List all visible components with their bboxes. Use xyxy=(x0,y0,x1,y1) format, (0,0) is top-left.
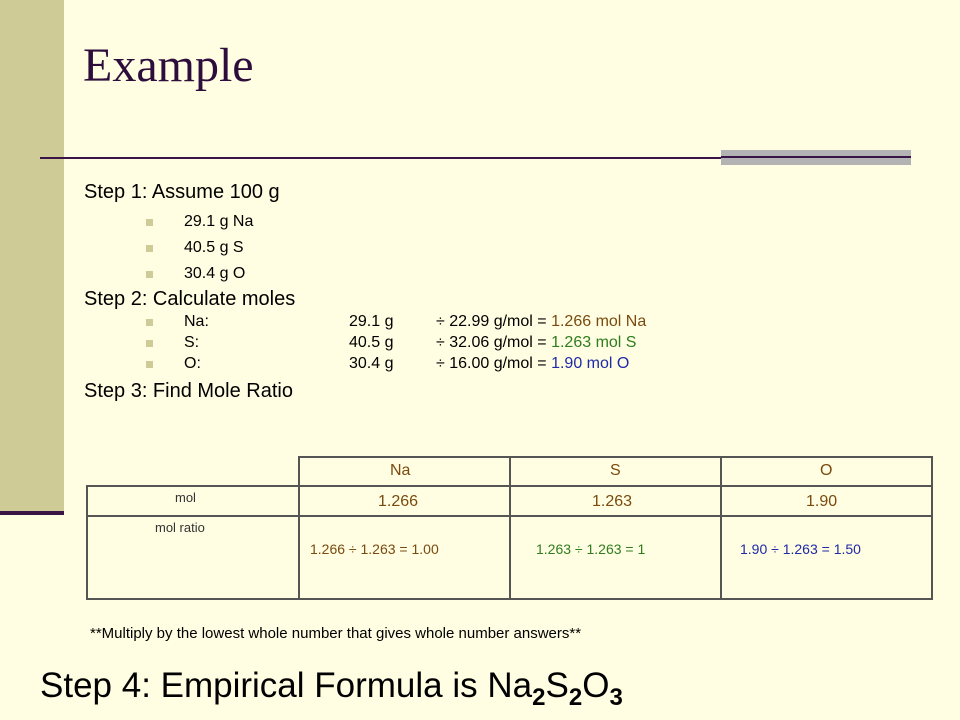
mass-value: 30.4 g xyxy=(349,355,394,372)
mol-value-s: 1.263 xyxy=(592,493,633,510)
formula-symbol-s: S xyxy=(545,666,569,705)
step4-prefix: Step 4: Empirical Formula is xyxy=(40,666,488,705)
mole-result: 1.90 mol O xyxy=(551,355,630,372)
mole-result: 1.266 mol Na xyxy=(551,313,647,330)
formula-subscript-na: 2 xyxy=(532,684,546,711)
mass-value: 40.5 g xyxy=(349,334,394,351)
title-accent-line xyxy=(721,156,911,158)
formula-symbol-na: Na xyxy=(487,666,533,705)
step1-heading: Step 1: Assume 100 g xyxy=(84,181,280,203)
bullet-square-icon xyxy=(146,271,153,278)
mole-result: 1.263 mol S xyxy=(551,334,637,351)
title-underline xyxy=(40,157,910,159)
calc-expression: ÷ 16.00 g/mol = 1.90 mol O xyxy=(436,356,629,372)
bullet-square-icon xyxy=(146,340,153,347)
table-line-col3 xyxy=(720,456,722,600)
step1-item-text: 40.5 g S xyxy=(184,239,244,256)
step2-heading: Step 2: Calculate moles xyxy=(84,288,296,310)
mol-value-o: 1.90 xyxy=(806,493,838,510)
page-title: Example xyxy=(83,39,254,92)
mass-value: 29.1 g xyxy=(349,313,394,330)
step1-item-text: 29.1 g Na xyxy=(184,213,254,230)
calc-text: ÷ 22.99 g/mol = xyxy=(436,313,552,330)
formula-symbol-o: O xyxy=(582,666,610,705)
table-header-na: Na xyxy=(390,462,411,479)
table-line-right xyxy=(931,456,933,600)
calc-text: ÷ 16.00 g/mol = xyxy=(436,355,552,372)
table-header-o: O xyxy=(820,462,833,479)
ratio-value-o: 1.90 ÷ 1.263 = 1.50 xyxy=(740,541,861,557)
side-decoration-bar xyxy=(0,0,64,512)
mol-value-na: 1.266 xyxy=(378,493,419,510)
step3-heading: Step 3: Find Mole Ratio xyxy=(84,380,293,402)
table-header-s: S xyxy=(610,462,621,479)
element-label: O: xyxy=(184,355,201,372)
element-label: Na: xyxy=(184,313,209,330)
formula-subscript-s: 2 xyxy=(568,684,583,711)
formula-subscript-o: 3 xyxy=(609,684,623,711)
step1-item-text: 30.4 g O xyxy=(184,265,246,282)
table-line-top xyxy=(298,456,933,458)
bullet-square-icon xyxy=(146,219,153,226)
table-line-col2 xyxy=(509,456,511,600)
calc-text: ÷ 32.06 g/mol = xyxy=(436,334,552,351)
step4-empirical-formula: Step 4: Empirical Formula is Na2S2O3 xyxy=(40,668,623,710)
ratio-value-na: 1.266 ÷ 1.263 = 1.00 xyxy=(310,541,439,557)
table-line-left xyxy=(86,485,88,600)
row-label-mol: mol xyxy=(175,490,196,505)
calc-expression: ÷ 32.06 g/mol = 1.263 mol S xyxy=(436,335,636,351)
side-decoration-stub xyxy=(0,511,64,515)
bullet-square-icon xyxy=(146,361,153,368)
ratio-value-s: 1.263 ÷ 1.263 = 1 xyxy=(536,541,646,557)
table-line-col1 xyxy=(298,456,300,600)
bullet-square-icon xyxy=(146,245,153,252)
calc-expression: ÷ 22.99 g/mol = 1.266 mol Na xyxy=(436,314,646,330)
multiply-note: **Multiply by the lowest whole number th… xyxy=(90,625,582,642)
row-label-mol-ratio: mol ratio xyxy=(155,520,205,535)
element-label: S: xyxy=(184,334,200,351)
bullet-square-icon xyxy=(146,319,153,326)
